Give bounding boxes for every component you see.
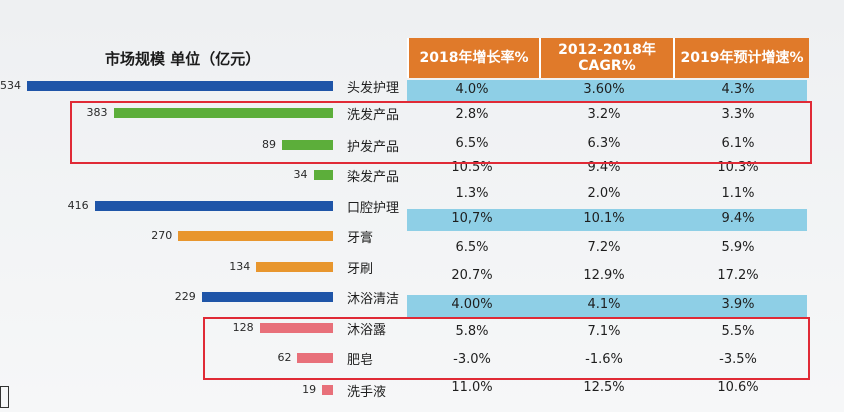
bar-4 (94, 201, 333, 211)
table-cell-2-1: 6.3% (587, 136, 621, 151)
category-label-9: 肥皂 (347, 353, 374, 368)
category-label-2: 护发产品 (347, 140, 400, 155)
highlight-row-5 (407, 209, 807, 231)
table-cell-4-1: 2.0% (587, 186, 621, 201)
table-cell-10-2: -3.5% (719, 352, 757, 367)
table-cell-9-2: 5.5% (721, 324, 755, 339)
category-label-7: 沐浴清洁 (347, 292, 400, 307)
value-label-0: 534 (0, 79, 21, 92)
value-label-2: 89 (262, 138, 276, 151)
bar-0 (27, 81, 333, 91)
bar-9 (297, 353, 333, 363)
table-cell-1-2: 3.3% (721, 107, 755, 122)
bar-5 (178, 231, 333, 241)
category-label-8: 沐浴露 (347, 323, 387, 338)
category-label-6: 牙刷 (347, 262, 374, 277)
column-header-growth-2018: 2018年增长率% (407, 38, 539, 78)
corner-marker (0, 386, 9, 408)
column-header-cagr: 2012-2018年 CAGR% (539, 38, 673, 78)
value-label-5: 270 (151, 229, 173, 242)
table-cell-11-2: 10.6% (717, 380, 759, 395)
bar-10 (322, 385, 333, 395)
table-cell-10-1: -1.6% (585, 352, 623, 367)
category-label-4: 口腔护理 (347, 201, 400, 216)
table-cell-5-2: 9.4% (721, 211, 755, 226)
table-cell-0-0: 4.0% (455, 82, 489, 97)
table-cell-2-0: 6.5% (455, 136, 489, 151)
table-cell-4-0: 1.3% (455, 186, 489, 201)
value-label-10: 19 (302, 383, 317, 396)
value-label-3: 34 (293, 168, 308, 181)
table-cell-6-0: 6.5% (455, 240, 489, 255)
table-cell-5-0: 10,7% (451, 211, 493, 226)
highlight-box-hair-products (70, 101, 812, 164)
table-cell-1-1: 3.2% (587, 107, 621, 122)
bar-3 (313, 170, 333, 180)
table-cell-8-2: 3.9% (721, 297, 755, 312)
table-cell-1-0: 2.8% (455, 107, 489, 122)
category-label-3: 染发产品 (347, 170, 400, 185)
value-label-7: 229 (174, 290, 196, 303)
value-label-1: 383 (86, 106, 108, 119)
table-cell-5-1: 10.1% (583, 211, 625, 226)
value-label-9: 62 (277, 351, 292, 364)
category-label-5: 牙膏 (347, 231, 374, 246)
table-cell-0-1: 3.60% (583, 82, 625, 97)
highlight-box-bath-products (203, 317, 810, 380)
highlight-row-8 (407, 295, 807, 317)
table-cell-11-1: 12.5% (583, 380, 625, 395)
category-label-10: 洗手液 (347, 385, 387, 400)
table-cell-9-0: 5.8% (455, 324, 489, 339)
table-cell-6-1: 7.2% (587, 240, 621, 255)
column-header-forecast-2019: 2019年预计增速% (673, 38, 809, 78)
value-label-6: 134 (229, 260, 251, 273)
table-cell-6-2: 5.9% (721, 240, 755, 255)
table-cell-2-2: 6.1% (721, 136, 755, 151)
table-cell-4-2: 1.1% (721, 186, 755, 201)
bar-7 (201, 292, 333, 302)
table-cell-7-2: 17.2% (717, 268, 759, 283)
chart-title: 市场规模 单位（亿元） (105, 50, 261, 68)
bar-2 (282, 140, 333, 150)
bar-6 (256, 262, 333, 272)
category-label-0: 头发护理 (347, 81, 400, 96)
table-cell-7-1: 12.9% (583, 268, 625, 283)
value-label-4: 416 (67, 199, 89, 212)
table-cell-11-0: 11.0% (451, 380, 493, 395)
table-cell-8-0: 4.00% (451, 297, 493, 312)
table-cell-7-0: 20.7% (451, 268, 493, 283)
table-cell-0-2: 4.3% (721, 82, 755, 97)
table-cell-8-1: 4.1% (587, 297, 621, 312)
value-label-8: 128 (232, 321, 254, 334)
bar-1 (113, 108, 333, 118)
category-label-1: 洗发产品 (347, 108, 400, 123)
table-cell-10-0: -3.0% (453, 352, 491, 367)
table-cell-9-1: 7.1% (587, 324, 621, 339)
highlight-row-0 (407, 80, 807, 102)
bar-8 (259, 323, 333, 333)
